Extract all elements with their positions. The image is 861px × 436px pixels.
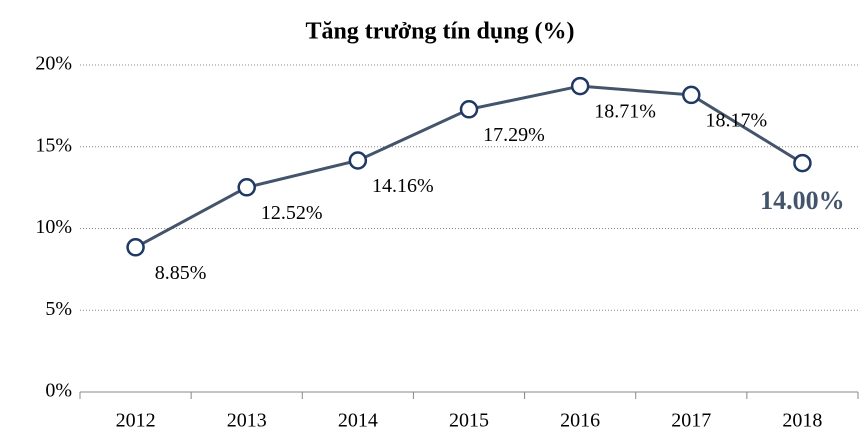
marker — [237, 178, 256, 197]
y-tick-label: 20% — [35, 53, 72, 75]
marker — [459, 100, 479, 119]
chart-title: Tăng trưởng tín dụng (%) — [305, 19, 574, 45]
x-tick-label: 2017 — [671, 410, 711, 432]
data-label: 18.71% — [594, 101, 656, 123]
marker — [682, 85, 701, 105]
marker — [793, 153, 812, 173]
marker — [570, 76, 590, 96]
x-tick-label: 2016 — [560, 410, 600, 432]
marker — [126, 238, 145, 257]
x-tick-label: 2015 — [449, 410, 489, 432]
data-label: 18.17% — [705, 110, 767, 132]
y-tick-label: 0% — [45, 380, 72, 402]
x-tick-label: 2013 — [227, 410, 267, 432]
x-tick-label: 2014 — [338, 410, 378, 432]
y-tick-label: 5% — [45, 298, 72, 320]
data-label: 12.52% — [261, 202, 323, 224]
marker — [348, 151, 368, 170]
y-tick-label: 10% — [35, 216, 72, 238]
data-label: 14.16% — [372, 175, 434, 197]
data-label: 17.29% — [483, 124, 545, 146]
x-tick-label: 2012 — [116, 410, 156, 432]
data-label: 8.85% — [155, 262, 207, 284]
y-tick-label: 15% — [35, 134, 72, 156]
data-label: 14.00% — [760, 186, 845, 215]
x-tick-label: 2018 — [782, 410, 822, 432]
